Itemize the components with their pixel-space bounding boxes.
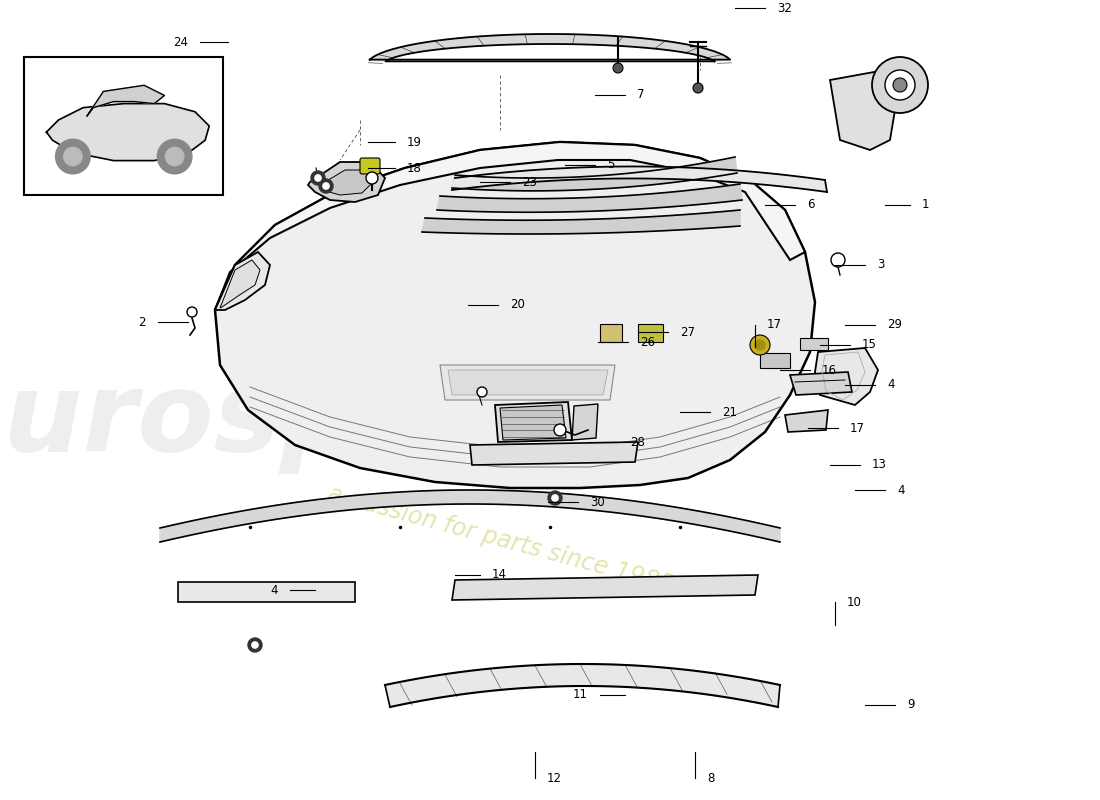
- Text: a passion for parts since 1985: a passion for parts since 1985: [324, 482, 675, 598]
- Polygon shape: [320, 170, 372, 195]
- Text: 13: 13: [872, 458, 887, 471]
- Text: 4: 4: [887, 378, 894, 391]
- Text: 4: 4: [896, 483, 904, 497]
- Polygon shape: [178, 582, 355, 602]
- Circle shape: [366, 172, 378, 184]
- Text: 20: 20: [510, 298, 525, 311]
- Text: 8: 8: [707, 771, 714, 785]
- Circle shape: [886, 70, 915, 100]
- Circle shape: [872, 57, 928, 113]
- Text: 12: 12: [547, 771, 562, 785]
- Circle shape: [165, 147, 184, 166]
- Circle shape: [248, 638, 262, 652]
- Text: 30: 30: [590, 495, 605, 509]
- Circle shape: [56, 139, 90, 174]
- Circle shape: [157, 139, 191, 174]
- Bar: [800, 338, 828, 350]
- Circle shape: [750, 335, 770, 355]
- FancyBboxPatch shape: [360, 158, 379, 174]
- Polygon shape: [815, 348, 878, 405]
- Polygon shape: [495, 402, 572, 442]
- Polygon shape: [452, 166, 827, 192]
- Circle shape: [554, 424, 566, 436]
- Text: 11: 11: [573, 689, 588, 702]
- Polygon shape: [214, 252, 270, 310]
- Polygon shape: [214, 142, 805, 310]
- Polygon shape: [452, 157, 737, 191]
- Polygon shape: [370, 34, 730, 62]
- Text: 19: 19: [407, 135, 422, 149]
- Circle shape: [548, 491, 562, 505]
- Polygon shape: [572, 404, 598, 440]
- Polygon shape: [160, 490, 780, 542]
- Text: 26: 26: [640, 335, 654, 349]
- Circle shape: [477, 387, 487, 397]
- Text: 6: 6: [807, 198, 814, 211]
- Text: 9: 9: [908, 698, 914, 711]
- Circle shape: [755, 340, 764, 350]
- Circle shape: [315, 175, 321, 181]
- Circle shape: [311, 171, 324, 185]
- Polygon shape: [500, 405, 566, 440]
- Polygon shape: [437, 184, 742, 212]
- Polygon shape: [308, 162, 385, 202]
- Text: 23: 23: [522, 175, 537, 189]
- Text: 14: 14: [492, 569, 507, 582]
- Text: 5: 5: [607, 158, 615, 171]
- Text: 24: 24: [173, 35, 188, 49]
- Polygon shape: [448, 370, 608, 395]
- Polygon shape: [470, 442, 638, 465]
- Text: 17: 17: [767, 318, 782, 331]
- Polygon shape: [422, 210, 740, 234]
- Polygon shape: [220, 260, 260, 308]
- Circle shape: [64, 147, 82, 166]
- Text: 17: 17: [850, 422, 865, 434]
- Polygon shape: [790, 372, 852, 395]
- Text: 27: 27: [680, 326, 695, 338]
- Text: 10: 10: [847, 595, 862, 609]
- Bar: [638, 324, 663, 342]
- Polygon shape: [87, 86, 165, 116]
- Circle shape: [252, 642, 258, 648]
- Text: 15: 15: [862, 338, 877, 351]
- Circle shape: [893, 78, 907, 92]
- Circle shape: [613, 63, 623, 73]
- Bar: [600, 324, 621, 342]
- Circle shape: [187, 307, 197, 317]
- Circle shape: [693, 83, 703, 93]
- Circle shape: [552, 495, 558, 501]
- Circle shape: [830, 253, 845, 267]
- Circle shape: [319, 179, 333, 193]
- Text: 21: 21: [722, 406, 737, 418]
- Text: 16: 16: [822, 363, 837, 377]
- Polygon shape: [440, 365, 615, 400]
- Polygon shape: [785, 410, 828, 432]
- Polygon shape: [385, 664, 780, 707]
- Polygon shape: [830, 70, 895, 150]
- Text: 2: 2: [139, 315, 146, 329]
- Circle shape: [323, 183, 329, 189]
- Text: 22: 22: [173, 0, 188, 2]
- Polygon shape: [46, 104, 209, 161]
- Bar: [760, 353, 790, 368]
- Text: 29: 29: [887, 318, 902, 331]
- Text: 7: 7: [637, 89, 645, 102]
- Text: 4: 4: [271, 583, 278, 597]
- Text: eurospares: eurospares: [0, 366, 631, 474]
- Text: 32: 32: [777, 2, 792, 14]
- Text: 18: 18: [407, 162, 422, 174]
- Text: 1: 1: [922, 198, 930, 211]
- Text: 28: 28: [630, 435, 645, 449]
- Polygon shape: [452, 575, 758, 600]
- Polygon shape: [214, 142, 815, 488]
- Text: 3: 3: [877, 258, 884, 271]
